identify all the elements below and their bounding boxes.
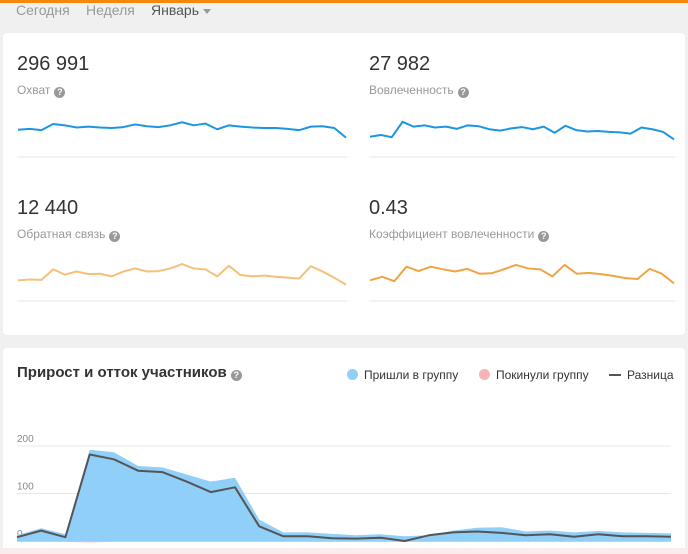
metric-label-text: Охват [17,83,51,97]
growth-chart-card: Прирост и отток участников? Пришли в гру… [3,348,685,554]
period-month-dropdown[interactable]: Январь [151,3,211,17]
y-tick-label: 100 [17,482,34,493]
help-icon[interactable]: ? [230,370,242,381]
sparkline-series [369,263,675,285]
stats-card: 296 991 Охват? 27 982 Вовлеченность? 12 … [3,33,685,335]
period-month-label: Январь [151,2,199,18]
metric-label: Охват? [17,83,66,98]
series-area-joined [17,449,671,541]
y-tick-label: 200 [17,434,34,445]
metric-label-text: Обратная связь [17,227,106,241]
metric-label-text: Вовлеченность [369,83,454,97]
metric-label: Вовлеченность? [369,83,469,98]
chevron-down-icon [203,8,211,14]
legend-dot [347,369,358,380]
legend-item-difference[interactable]: Разница [609,368,674,382]
sparkline-series [17,263,347,286]
legend-item-joined[interactable]: Пришли в группу [347,368,458,382]
metric-label-text: Коэффициент вовлеченности [369,227,535,241]
growth-plot: 2001000 [16,434,672,543]
series-line-difference [16,453,672,542]
chart-title: Прирост и отток участников? [17,364,242,381]
sparkline-series [369,120,675,141]
sparkline-reach [17,121,347,158]
period-selector: Сегодня Неделя Январь [0,3,688,31]
help-icon[interactable]: ? [538,231,550,242]
help-icon[interactable]: ? [109,231,121,242]
bottom-strip [0,548,688,554]
sparkline-engagement [369,120,675,158]
legend-line [609,374,621,376]
top-accent-line [0,0,688,3]
legend-label: Разница [627,368,674,382]
metric-value: 27 982 [369,53,431,75]
metric-value: 296 991 [17,53,90,75]
sparkline-feedback [17,263,347,302]
legend-label: Покинули группу [496,368,589,382]
help-icon[interactable]: ? [54,87,66,98]
metric-label: Обратная связь? [17,227,121,242]
metric-label: Коэффициент вовлеченности? [369,227,550,242]
legend-item-left[interactable]: Покинули группу [479,368,589,382]
help-icon[interactable]: ? [457,87,469,98]
sparkline-engagement-rate [369,263,675,302]
legend-label: Пришли в группу [364,368,459,382]
legend-dot [479,369,490,380]
chart-title-text: Прирост и отток участников [17,364,227,381]
period-week[interactable]: Неделя [86,2,135,18]
sparkline-series [17,121,347,139]
series-area-left [17,541,671,543]
period-today[interactable]: Сегодня [16,2,70,18]
metric-value: 0.43 [369,197,408,219]
metric-value: 12 440 [17,197,79,219]
